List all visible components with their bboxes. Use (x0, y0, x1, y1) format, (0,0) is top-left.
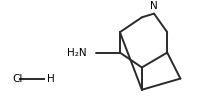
Text: H₂N: H₂N (67, 48, 87, 58)
Text: H: H (47, 74, 55, 84)
Text: Cl: Cl (12, 74, 22, 84)
Text: N: N (150, 1, 158, 11)
